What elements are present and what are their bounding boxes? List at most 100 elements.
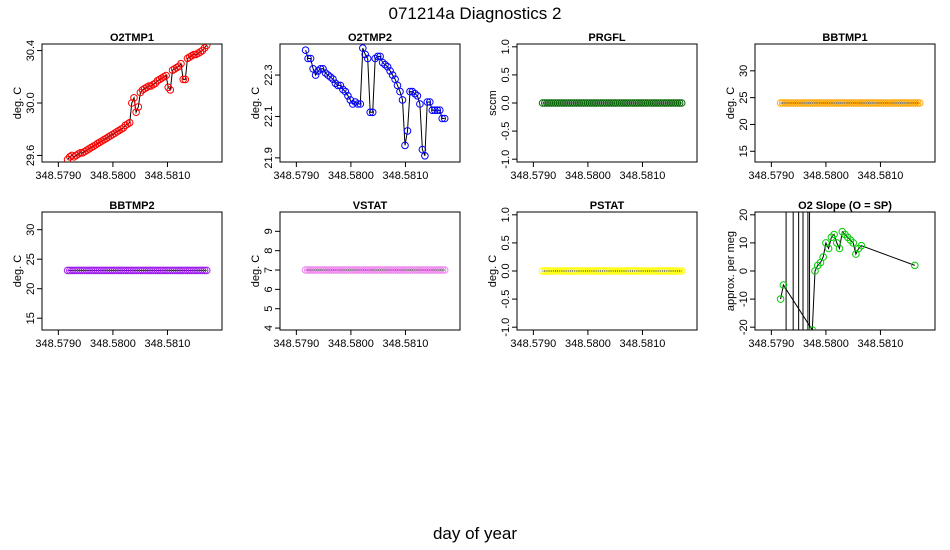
x-tick-label: 348.5790 [510, 338, 556, 350]
data-point [151, 79, 160, 88]
data-point [164, 83, 172, 92]
y-tick-label: 6 [263, 286, 275, 292]
data-point [368, 108, 377, 117]
x-tick-label: 348.5790 [748, 338, 794, 350]
data-point [911, 99, 920, 107]
data-point [158, 74, 166, 82]
data-point [366, 108, 375, 117]
data-point [185, 53, 194, 61]
x-tick-label: 348.5790 [273, 170, 319, 182]
data-point [819, 253, 828, 261]
plot-area [63, 266, 211, 275]
data-point [857, 241, 866, 250]
data-point [393, 81, 402, 90]
data-point [349, 100, 357, 108]
data-point [835, 244, 844, 253]
y-tick-label: 4 [263, 325, 275, 331]
data-point [91, 141, 100, 149]
y-tick-label: 10 [738, 237, 750, 249]
data-point [70, 153, 78, 161]
data-point [98, 137, 106, 145]
data-point [301, 46, 310, 55]
y-axis-label: deg. C [487, 255, 499, 287]
data-point [436, 266, 445, 274]
data-point [76, 149, 85, 157]
data-point [183, 54, 192, 63]
data-point [396, 87, 404, 96]
plot-area [776, 212, 919, 330]
x-tick-label: 348.5790 [510, 170, 556, 182]
data-point [776, 295, 785, 303]
x-tick-label: 348.5810 [858, 338, 904, 350]
data-point [673, 99, 682, 107]
panel-title: BBTMP1 [822, 32, 867, 44]
y-tick-label: 5 [263, 306, 275, 312]
x-tick-label: 348.5800 [90, 338, 136, 350]
data-point [915, 99, 924, 107]
data-point [406, 87, 414, 96]
data-point [673, 267, 682, 275]
data-point [388, 71, 397, 79]
data-point [411, 89, 419, 98]
data-point [140, 84, 149, 93]
panel-title: PSTAT [590, 200, 625, 212]
y-tick-label: 0.0 [500, 263, 512, 278]
x-tick-label: 348.5810 [383, 338, 429, 350]
x-axis-label: day of year [432, 524, 518, 543]
data-point [403, 127, 412, 135]
x-tick-label: 348.5800 [565, 338, 611, 350]
data-point [911, 261, 919, 270]
data-point [173, 63, 181, 72]
data-point [334, 81, 342, 90]
panel-title: VSTAT [353, 200, 388, 212]
data-point [314, 67, 322, 75]
plot-area [538, 99, 686, 107]
data-point [830, 230, 838, 239]
data-point [356, 100, 365, 108]
y-tick-label: 29.6 [25, 145, 37, 166]
data-point [179, 75, 187, 84]
data-point [373, 52, 382, 61]
data-point [329, 75, 337, 83]
data-point [166, 86, 175, 94]
data-point [428, 106, 437, 114]
y-tick-label: -20 [738, 319, 750, 335]
data-point [200, 266, 209, 275]
x-tick-label: 348.5800 [565, 170, 611, 182]
data-point [304, 54, 312, 63]
y-axis-label: deg. C [12, 255, 24, 287]
series-line [67, 44, 208, 160]
data-point [675, 99, 684, 107]
data-point [202, 266, 211, 275]
data-point [155, 75, 164, 84]
data-point [321, 69, 330, 77]
data-point [128, 99, 136, 107]
data-point [145, 82, 153, 90]
data-point [309, 65, 317, 73]
x-tick-label: 348.5800 [328, 338, 374, 350]
panel-vstat: VSTAT 4 5 6 7 8 9 deg. C 348.5790 348.5800 348.581… [250, 200, 461, 350]
data-point [336, 81, 345, 90]
y-tick-label: 30 [25, 224, 37, 236]
data-point [125, 118, 134, 127]
y-tick-label: -10 [738, 291, 750, 307]
y-tick-label: 20 [738, 118, 750, 130]
y-tick-label: 7 [263, 267, 275, 273]
data-point [104, 133, 113, 141]
data-point [386, 67, 394, 75]
x-tick-label: 348.5790 [35, 170, 81, 182]
data-point [311, 71, 320, 79]
x-tick-label: 348.5790 [748, 170, 794, 182]
data-point [359, 44, 367, 52]
data-point [198, 266, 207, 275]
data-point [378, 58, 387, 67]
data-point [162, 71, 170, 80]
y-tick-label: -1.0 [500, 150, 512, 169]
data-point [363, 54, 372, 63]
data-point [824, 244, 833, 253]
y-tick-label: 20 [25, 283, 37, 295]
data-point [344, 92, 352, 100]
data-point [418, 145, 427, 154]
y-tick-label: 15 [25, 312, 37, 324]
